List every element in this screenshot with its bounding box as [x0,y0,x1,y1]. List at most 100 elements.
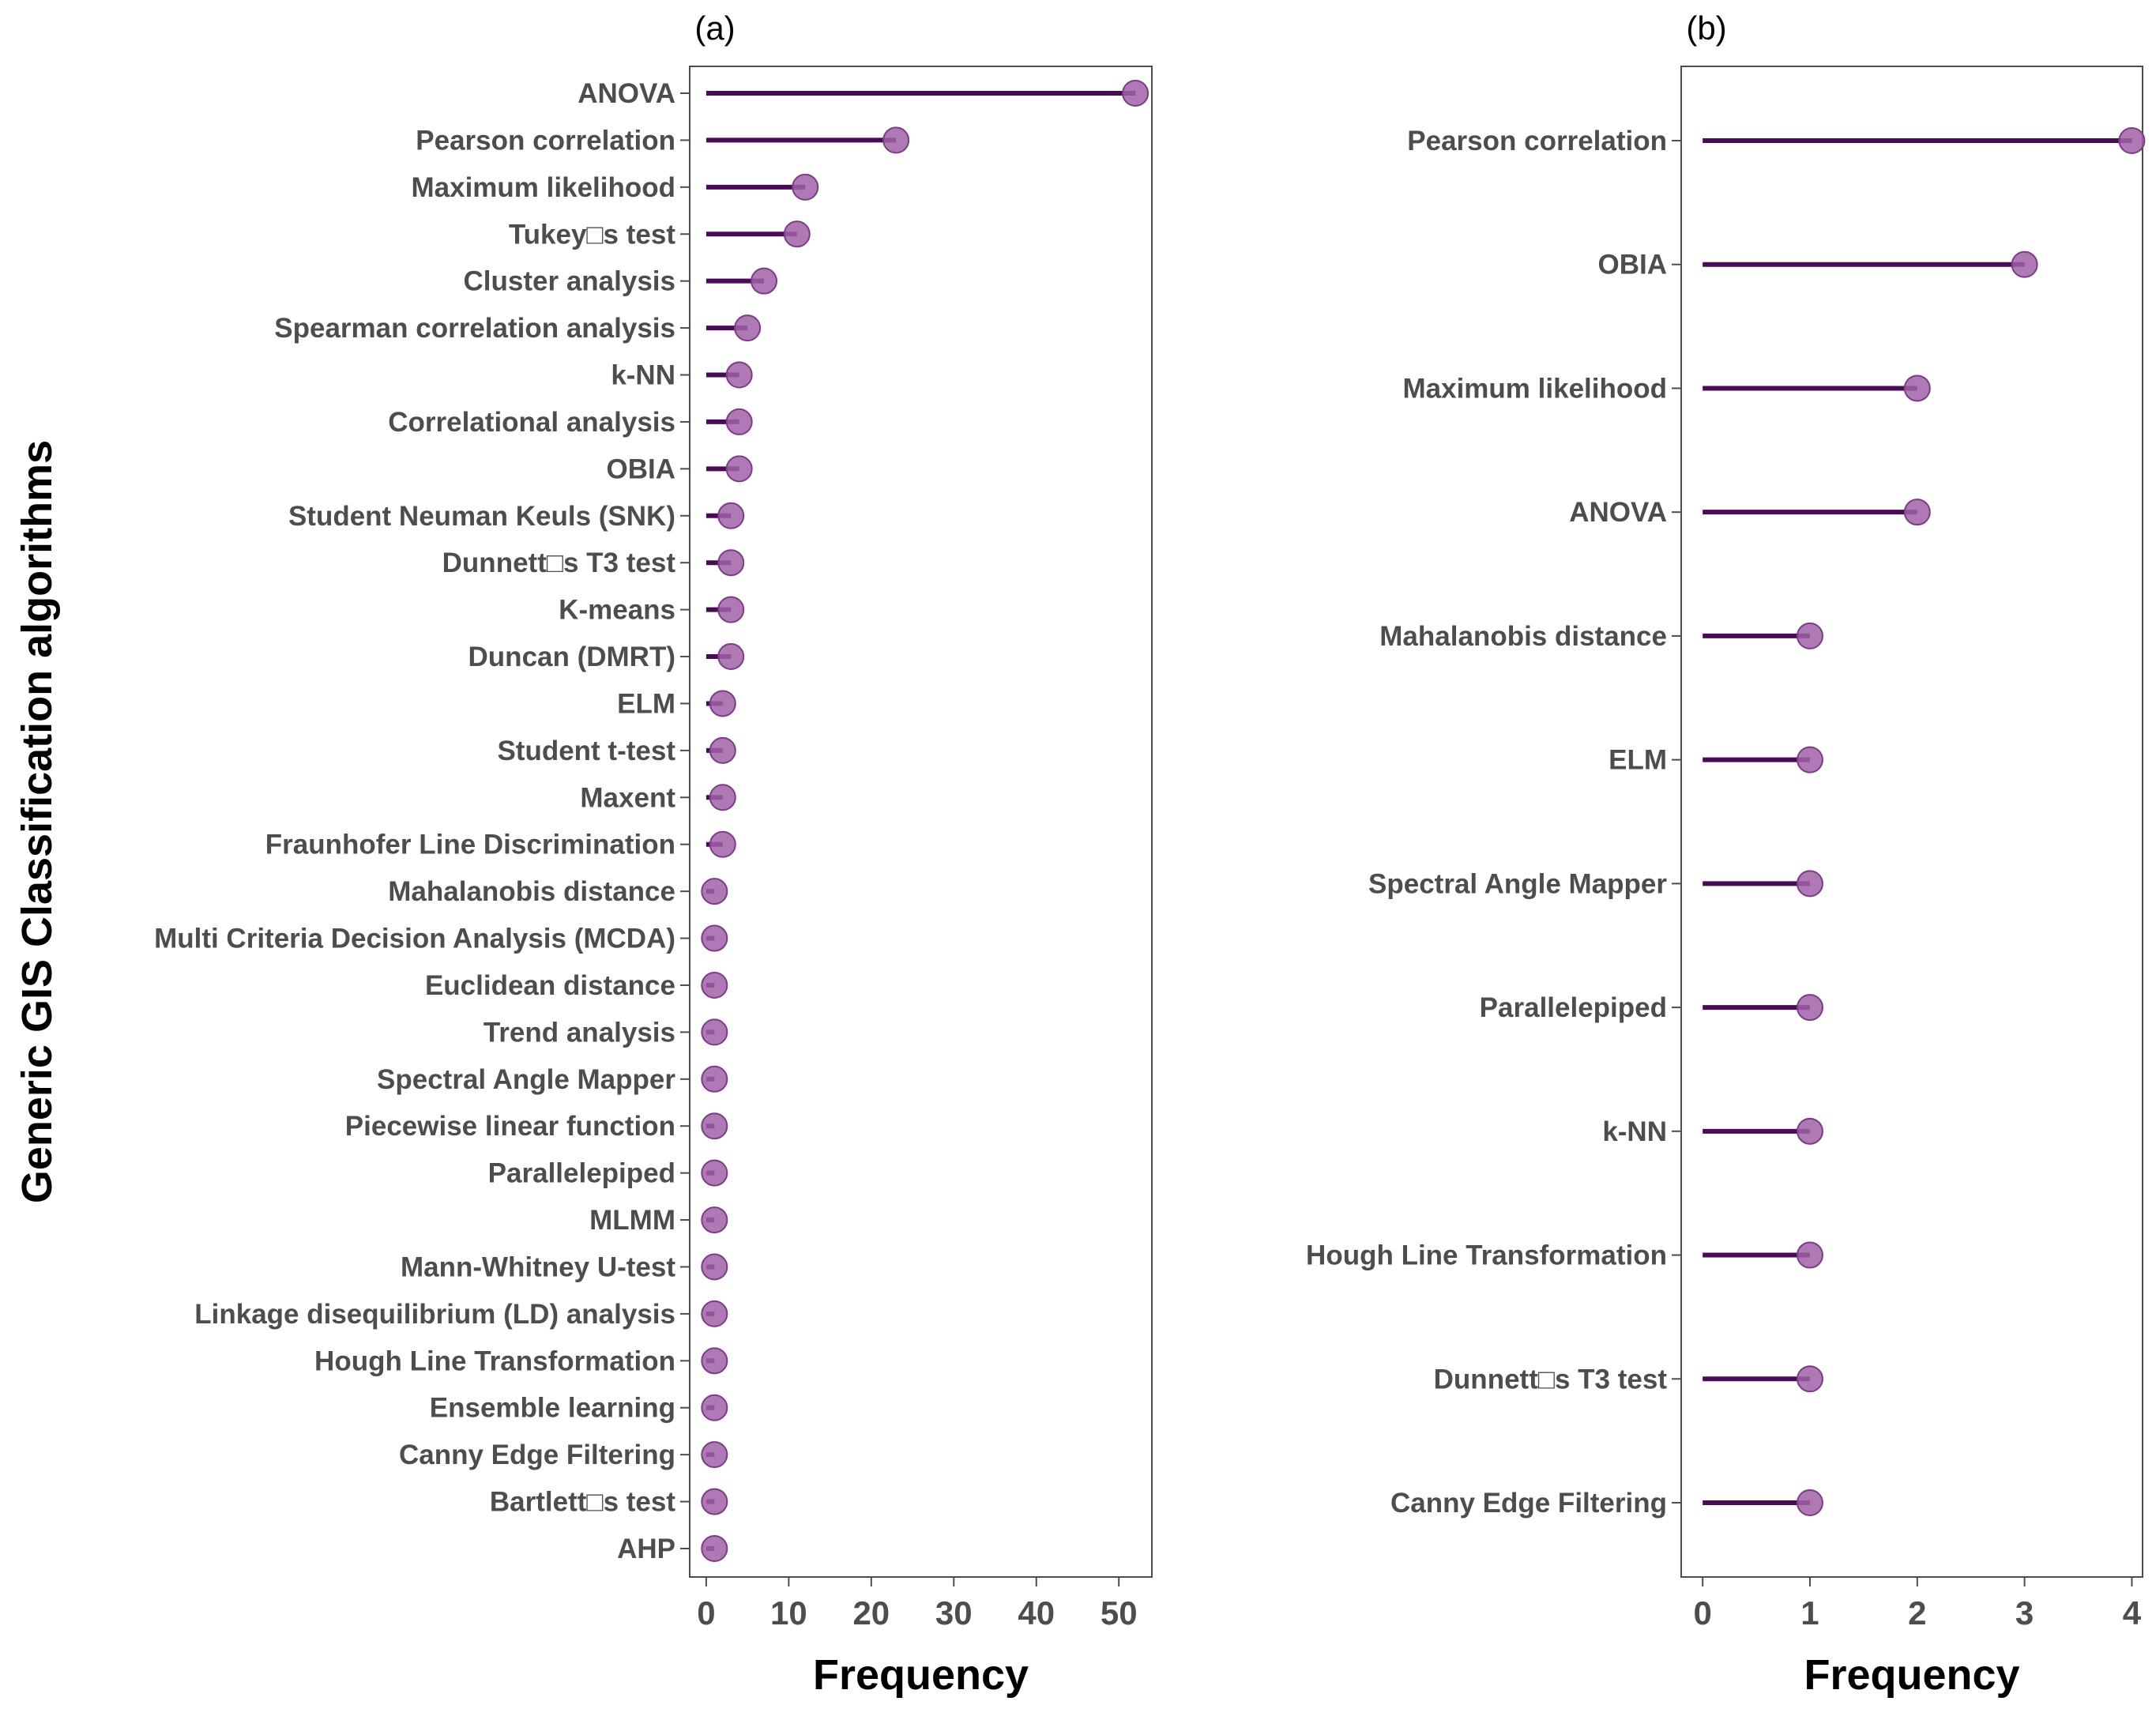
category-label: Mahalanobis distance [1379,621,1667,652]
lollipop-point [701,1206,728,1234]
x-tick-label: 2 [1908,1594,1926,1632]
lollipop-point [1796,1489,1823,1516]
lollipop-point [1122,80,1149,107]
category-label: Tukey□s test [509,219,675,250]
x-tick-label: 4 [2123,1594,2142,1632]
x-axis-title: Frequency [813,1651,1029,1699]
y-axis-title: Generic GIS Classification algorithms [13,440,61,1203]
lollipop-point [717,596,745,623]
lollipop-point [1903,374,1931,402]
category-label: Mann-Whitney U-test [401,1251,675,1282]
lollipop-point [1796,1365,1823,1393]
category-label: Multi Criteria Decision Analysis (MCDA) [154,924,675,954]
category-label: Dunnett□s T3 test [442,548,676,578]
x-tick-label: 3 [2015,1594,2034,1632]
lollipop-point [725,361,753,389]
lollipop-point [882,126,910,154]
category-label: Canny Edge Filtering [1390,1488,1667,1519]
category-label: Hough Line Transformation [1306,1240,1667,1271]
lollipop-point [701,878,728,905]
x-tick-label: 1 [1800,1594,1819,1632]
category-label: Spectral Angle Mapper [377,1064,675,1095]
lollipop-point [1796,1241,1823,1269]
category-label: Fraunhofer Line Discrimination [265,830,675,860]
lollipop-point [717,643,745,671]
lollipop-point [701,1018,728,1046]
category-label: Student Neuman Keuls (SNK) [288,501,675,532]
lollipop-point [709,830,736,858]
lollipop-point [701,971,728,999]
lollipop-point [717,502,745,529]
lollipop-point [792,173,819,201]
category-label: Pearson correlation [1407,126,1667,156]
lollipop-point [1796,746,1823,773]
x-axis-title: Frequency [1804,1651,2019,1699]
category-label: Parallelepiped [1480,992,1667,1023]
lollipop-point [2118,127,2146,154]
panel-border [689,66,1153,1578]
panel-tag: (b) [1686,9,1726,47]
category-label: Maxent [580,782,675,813]
category-label: Ensemble learning [430,1393,675,1424]
category-label: ANOVA [578,78,675,109]
lollipop-point [701,1394,728,1421]
lollipop-point [701,924,728,952]
category-label: Parallelepiped [488,1158,675,1189]
lollipop-point [1796,870,1823,898]
lollipop-point [1796,1117,1823,1145]
lollipop-point [725,455,753,483]
lollipop-point [701,1300,728,1327]
lollipop-point [701,1488,728,1515]
lollipop-point [751,267,778,295]
category-label: OBIA [607,454,676,484]
category-label: k-NN [1602,1116,1667,1147]
lollipop-point [701,1159,728,1187]
category-label: Linkage disequilibrium (LD) analysis [194,1299,675,1330]
panel-tag: (a) [694,9,735,47]
lollipop-point [701,1535,728,1562]
category-label: Spearman correlation analysis [274,313,675,344]
x-tick-label: 20 [852,1594,890,1632]
lollipop-point [1903,499,1931,526]
lollipop-point [701,1253,728,1281]
category-label: Spectral Angle Mapper [1368,868,1667,899]
category-label: Duncan (DMRT) [468,642,675,672]
x-tick-label: 0 [697,1594,715,1632]
lollipop-point [783,220,811,248]
category-label: Maximum likelihood [1403,373,1668,404]
lollipop-point [701,1347,728,1375]
category-label: Euclidean distance [425,970,675,1001]
lollipop-point [701,1441,728,1469]
lollipop-point [2011,250,2038,278]
category-label: Mahalanobis distance [388,876,675,907]
category-label: Student t-test [497,736,675,766]
category-label: Bartlett□s test [490,1487,675,1518]
category-label: ELM [1609,745,1667,776]
lollipop-point [709,736,736,764]
x-tick-label: 40 [1018,1594,1055,1632]
panel-border [1680,66,2143,1578]
category-label: ELM [617,688,675,719]
panel-b: (b) 0 1 2 3 4 Frequency Pearson correlation OBIA… [1306,9,2146,1699]
lollipop-point [709,690,736,717]
panel-a: (a) 0 10 20 30 40 50 Frequency ANOVA Pearson corr… [154,9,1153,1699]
category-label: OBIA [1598,250,1668,280]
category-label: Cluster analysis [464,266,675,297]
lollipop-point [734,314,762,342]
lollipop-point [725,408,753,435]
x-tick-label: 30 [935,1594,973,1632]
x-tick-label: 10 [770,1594,807,1632]
category-label: Hough Line Transformation [314,1346,675,1376]
x-tick-label: 50 [1101,1594,1138,1632]
lollipop-point [701,1065,728,1093]
lollipop-point [1796,994,1823,1022]
category-label: ANOVA [1569,497,1667,528]
lollipop-point [717,549,745,577]
category-label: Pearson correlation [416,125,675,156]
category-label: K-means [559,595,675,626]
category-label: Maximum likelihood [412,172,676,203]
category-label: Trend analysis [484,1017,675,1048]
category-label: Canny Edge Filtering [399,1440,675,1470]
category-label: k-NN [611,360,675,391]
